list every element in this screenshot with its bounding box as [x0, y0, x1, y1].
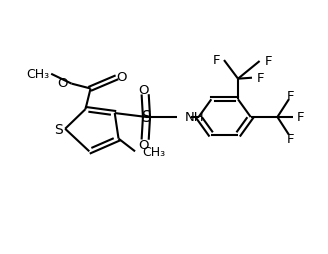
Text: O: O [57, 76, 68, 89]
Text: O: O [139, 138, 149, 151]
Text: F: F [256, 72, 264, 85]
Text: CH₃: CH₃ [143, 145, 166, 158]
Text: O: O [139, 84, 149, 97]
Text: S: S [54, 122, 63, 136]
Text: F: F [213, 53, 220, 66]
Text: CH₃: CH₃ [26, 68, 49, 81]
Text: F: F [265, 55, 272, 68]
Text: F: F [286, 132, 294, 145]
Text: NH: NH [185, 111, 204, 124]
Text: F: F [286, 90, 294, 103]
Text: F: F [297, 111, 305, 124]
Text: O: O [116, 71, 127, 84]
Text: S: S [142, 110, 151, 125]
